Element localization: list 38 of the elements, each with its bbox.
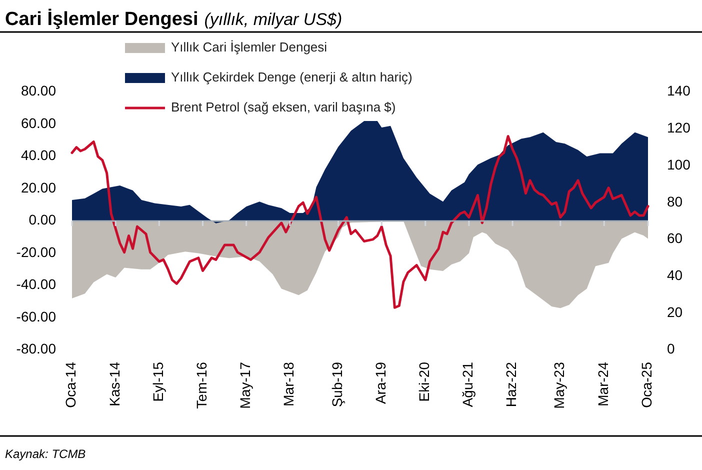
- x-tick-label: Tem-16: [193, 362, 210, 409]
- y2-tick-label: 140: [667, 82, 691, 99]
- y2-tick-label: 60: [667, 230, 683, 246]
- x-tick-label: Mar-18: [280, 362, 297, 406]
- y2-tick-label: 120: [667, 120, 691, 136]
- y-tick-label: -20.00: [16, 244, 56, 260]
- chart-subtitle: (yıllık, milyar US$): [204, 10, 342, 29]
- x-tick-label: Oca-14: [62, 362, 79, 408]
- y-tick-label: 0.00: [28, 212, 56, 228]
- x-tick-label: Ağu-21: [460, 362, 476, 408]
- y2-tick-label: 40: [667, 266, 683, 283]
- x-tick-label: Kas-14: [106, 362, 122, 406]
- line-series: [70, 134, 650, 309]
- y2-tick-label: 100: [667, 156, 691, 172]
- chart-title: Cari İşlemler Dengesi: [5, 8, 198, 30]
- x-tick-label: Eki-20: [416, 362, 432, 402]
- legend-label: Yıllık Cari İşlemler Dengesi: [171, 39, 328, 54]
- x-tick-label: Eyl-15: [150, 362, 166, 402]
- legend-label: Yıllık Çekirdek Denge (enerji & altın hariç): [171, 69, 412, 84]
- x-tick-label: Haz-22: [503, 362, 520, 408]
- y-tick-label: 60.00: [20, 114, 56, 131]
- y-tick-label: 40.00: [20, 147, 56, 164]
- x-tick-label: Mar-24: [594, 362, 611, 406]
- y-tick-label: -80.00: [16, 340, 56, 357]
- x-tick-label: Oca-25: [638, 362, 655, 408]
- y2-tick-label: 0: [667, 340, 675, 357]
- x-tick-label: May-23: [551, 362, 568, 409]
- x-tick-label: Ara-19: [372, 362, 388, 404]
- x-tick-label: Şub-19: [328, 362, 345, 408]
- y2-tick-label: 80: [667, 193, 683, 210]
- legend-label: Brent Petrol (sağ eksen, varil başına $): [171, 99, 396, 114]
- y-tick-label: -60.00: [16, 308, 56, 324]
- y-tick-label: -40.00: [16, 276, 56, 292]
- text: Kaynak: TCMB: [5, 447, 86, 461]
- y2-tick-label: 20: [667, 304, 683, 320]
- x-tick-label: May-17: [237, 362, 254, 409]
- y-tick-label: 80.00: [20, 82, 56, 99]
- y-tick-label: 20.00: [20, 179, 56, 196]
